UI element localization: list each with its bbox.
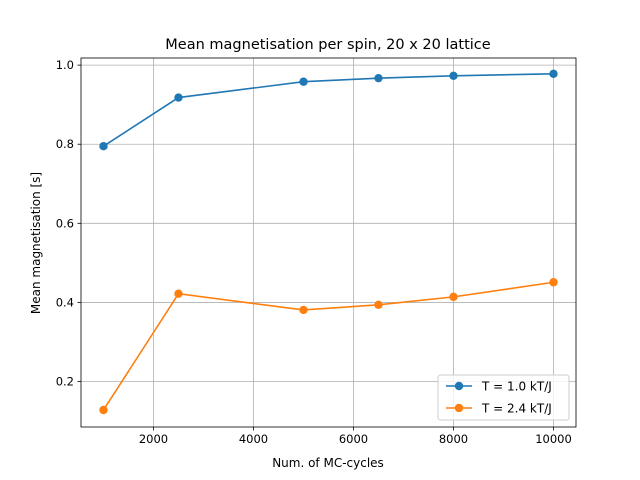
series-2-point [549,278,558,287]
x-tick-label: 8000 [439,432,468,446]
y-tick-label: 0.4 [56,295,74,309]
series-line-1 [103,73,554,147]
series-2-point [99,405,108,415]
y-tick-label: 0.6 [56,216,74,230]
series-2-point [374,300,383,309]
x-axis-label: Num. of MC-cycles [272,456,384,470]
legend-swatch-marker [454,381,464,391]
series-1-point [174,93,183,102]
x-tick-label: 2000 [139,432,168,446]
series-1-point [449,71,458,80]
x-tick-label: 10000 [535,432,572,446]
series-1-point [549,69,558,79]
x-tick-label: 6000 [339,432,368,446]
series-line-2 [102,281,554,411]
series-2-point [299,305,308,315]
series-1-point [299,77,308,86]
series-1-point [374,73,383,83]
y-tick-label: 0.8 [56,137,74,151]
series-2-point [174,289,183,298]
legend: T = 1.0 kT/J T = 2.4 kT/J [437,374,570,421]
grid [81,58,576,427]
x-tick-label: 4000 [239,432,268,446]
series-2-point [449,292,458,302]
legend-swatch-marker [454,403,464,413]
legend-label: T = 1.0 kT/J [481,380,552,394]
y-axis-label: Mean magnetisation [s] [29,172,43,314]
chart-title: Mean magnetisation per spin, 20 x 20 lat… [165,37,490,53]
y-tick-label: 0.2 [56,375,74,389]
ticks: 2000 4000 6000 8000 10000 0.2 0.4 0.6 0.8 1.0 [56,58,572,446]
y-tick-label: 1.0 [56,58,74,72]
legend-label: T = 2.4 kT/J [481,402,552,416]
axes-frame [80,57,577,428]
series-1-point [99,141,108,151]
series-layer [99,69,558,415]
